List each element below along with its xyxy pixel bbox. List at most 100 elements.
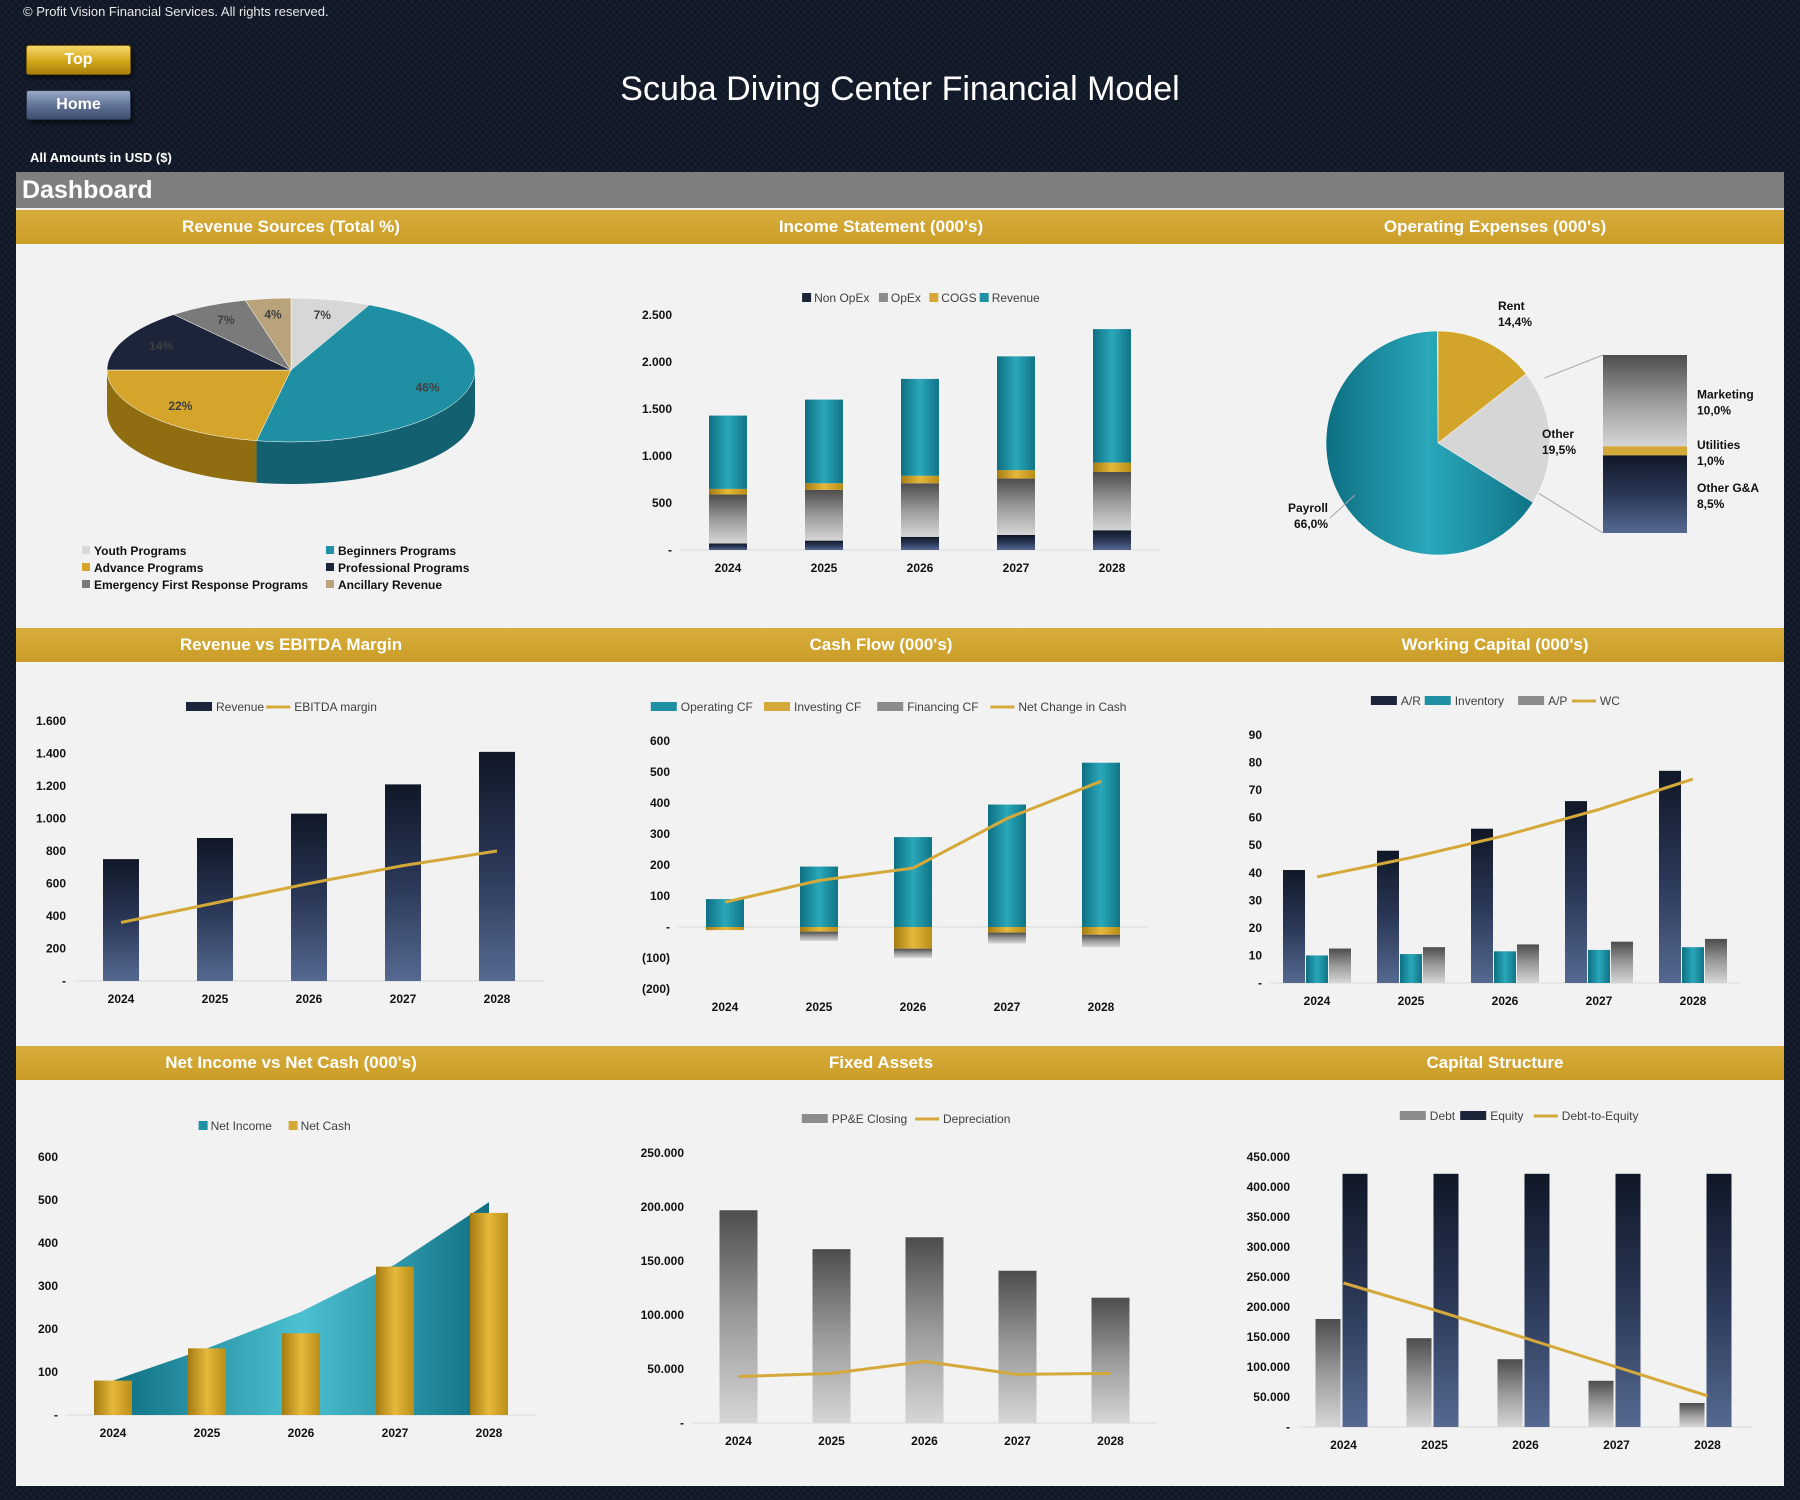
y-tick-label: 300 (650, 827, 670, 841)
investing-cf-bar (1082, 927, 1120, 935)
x-tick-label: 2026 (1512, 1438, 1539, 1452)
section-band-row-2: Revenue vs EBITDA Margin Cash Flow (000'… (16, 628, 1784, 662)
x-tick-label: 2024 (1330, 1438, 1357, 1452)
breakdown-label: Marketing (1697, 388, 1754, 402)
legend-swatch (82, 580, 90, 588)
y-tick-label: - (54, 1408, 58, 1422)
pie-category-label: Payroll (1288, 501, 1328, 515)
investing-cf-bar (894, 927, 932, 949)
y-tick-label: 100 (38, 1365, 58, 1379)
working-capital-chart: - 10 20 30 40 50 60 70 80 90 2024 2025 2026 2027 2028 A… (1249, 694, 1740, 1008)
y-tick-label: 350.000 (1247, 1210, 1291, 1224)
pie-data-label: 14% (149, 339, 173, 353)
legend-swatch (288, 1121, 298, 1130)
y-tick-label: 400 (650, 796, 670, 810)
legend-entry: Net Change in Cash (1018, 700, 1126, 714)
y-tick-label: 500 (38, 1193, 58, 1207)
x-tick-label: 2026 (288, 1426, 315, 1440)
operating-cf-bar (894, 837, 932, 927)
y-tick-label: 450.000 (1247, 1150, 1291, 1164)
legend-swatch (82, 563, 90, 571)
legend-swatch (764, 702, 790, 711)
y-tick-label: 250.000 (1247, 1270, 1291, 1284)
panel-title-operating-expenses: Operating Expenses (000's) (1383, 217, 1607, 236)
pie-slice (106, 369, 292, 441)
panel-title-revenue-sources: Revenue Sources (Total %) (182, 217, 400, 236)
operating-expenses-chart: Marketing 10,0% Utilities 1,0% Other G&A 8,5%… (1288, 299, 1759, 556)
legend-swatch (326, 546, 334, 554)
y-tick-label: 200.000 (1247, 1300, 1291, 1314)
debt-to-equity-line (1343, 1281, 1708, 1398)
y-tick-label: (200) (642, 982, 670, 996)
x-tick-label: 2024 (712, 1000, 739, 1014)
y-tick-label: - (1286, 1420, 1290, 1434)
fixed-assets-chart: - 50.000 100.000 150.000 200.000 250.000 2024 2… (641, 1112, 1157, 1448)
pie-slice (1325, 330, 1534, 556)
ebitda-line (120, 849, 498, 924)
panel-title-fixed-assets: Fixed Assets (828, 1053, 934, 1072)
legend-swatch (979, 293, 989, 302)
investing-cf-bar (800, 927, 838, 932)
bar (1471, 828, 1493, 983)
connector-line (1538, 492, 1604, 534)
legend-entry: Advance Programs (94, 561, 204, 575)
y-tick-label: 1.400 (36, 747, 66, 761)
breakdown-value: 8,5% (1697, 497, 1725, 511)
panel-title-income-statement: Income Statement (000's) (778, 217, 984, 236)
y-tick-label: 50.000 (647, 1362, 684, 1376)
currency-label: All Amounts in USD ($) (30, 150, 172, 165)
bar-segment (901, 378, 939, 476)
legend-entry: Revenue (992, 291, 1040, 305)
section-band-row-3: Net Income vs Net Cash (000's) Fixed Ass… (16, 1046, 1784, 1080)
legend-entry: Financing CF (907, 700, 978, 714)
x-tick-label: 2026 (911, 1434, 938, 1448)
bar-segment (709, 488, 747, 495)
net-cash-bar (376, 1266, 414, 1415)
pie-slice-side (256, 370, 475, 484)
y-tick-label: 500 (652, 496, 672, 510)
bar-segment (709, 543, 747, 550)
home-button[interactable]: Home (26, 90, 131, 120)
x-tick-label: 2024 (100, 1426, 127, 1440)
x-tick-label: 2025 (194, 1426, 221, 1440)
bar (1377, 850, 1399, 983)
bar (1611, 941, 1633, 983)
ppe-bar (905, 1237, 944, 1423)
wc-line (1316, 777, 1694, 879)
ppe-bar (812, 1249, 851, 1423)
y-tick-label: 30 (1249, 893, 1263, 907)
y-tick-label: 600 (650, 734, 670, 748)
debt-bar (1497, 1359, 1523, 1427)
pie-data-label: 46% (415, 380, 439, 394)
x-tick-label: 2024 (725, 1434, 752, 1448)
y-tick-label: 100 (650, 889, 670, 903)
x-tick-label: 2027 (994, 1000, 1021, 1014)
x-tick-label: 2028 (484, 992, 511, 1006)
y-tick-label: 200 (38, 1322, 58, 1336)
y-tick-label: 1.000 (642, 449, 672, 463)
x-tick-label: 2026 (907, 561, 934, 575)
y-tick-label: 50.000 (1253, 1390, 1290, 1404)
net-cash-bar (470, 1212, 508, 1415)
operating-cf-bar (1082, 762, 1120, 927)
y-tick-label: 300.000 (1247, 1240, 1291, 1254)
top-button[interactable]: Top (26, 45, 131, 75)
legend-swatch (650, 702, 677, 711)
legend-entry: Beginners Programs (338, 544, 456, 558)
y-tick-label: - (62, 974, 66, 988)
panel-title-capital-structure: Capital Structure (1426, 1053, 1564, 1072)
y-tick-label: - (1258, 976, 1262, 990)
bar-segment (997, 478, 1035, 535)
y-tick-label: 10 (1249, 948, 1263, 962)
equity-bar (1524, 1173, 1550, 1427)
bar-segment (1093, 462, 1131, 472)
x-tick-label: 2026 (1492, 994, 1519, 1008)
breakdown-value: 10,0% (1697, 404, 1731, 418)
y-tick-label: 600 (46, 877, 66, 891)
bar (1494, 951, 1516, 983)
x-tick-label: 2024 (1304, 994, 1331, 1008)
x-tick-label: 2024 (108, 992, 135, 1006)
legend-swatch (878, 293, 888, 302)
pie-data-label: 4% (264, 307, 282, 321)
page-title: Scuba Diving Center Financial Model (620, 70, 1180, 108)
